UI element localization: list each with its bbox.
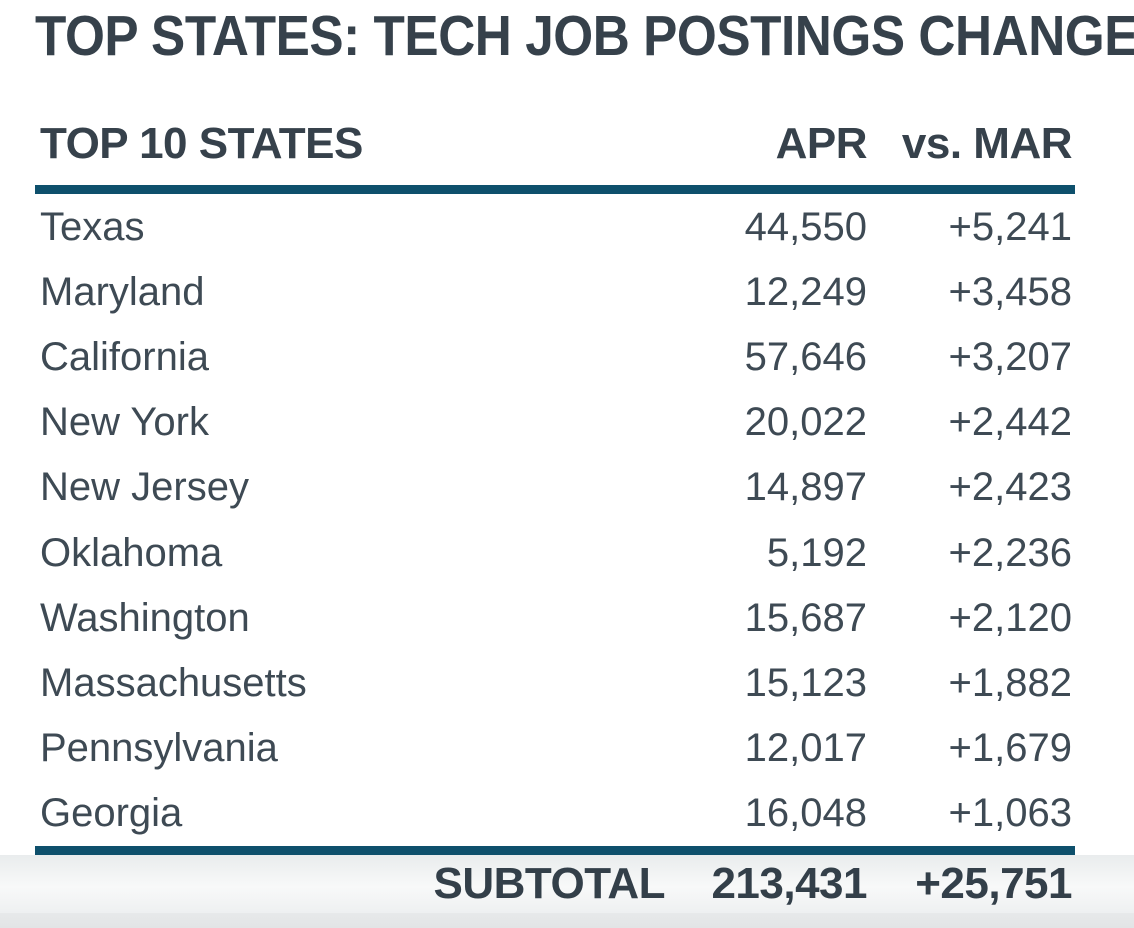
page-title: TOP STATES: TECH JOB POSTINGS CHANGE xyxy=(35,4,1134,68)
subtotal-label: SUBTOTAL xyxy=(433,858,666,908)
table-row: California 57,646 +3,207 xyxy=(40,324,1072,389)
state-name: California xyxy=(40,334,209,379)
table-row: New York 20,022 +2,442 xyxy=(40,390,1072,455)
table-row: Texas 44,550 +5,241 xyxy=(40,194,1072,259)
table-row: Oklahoma 5,192 +2,236 xyxy=(40,520,1072,585)
state-name: Oklahoma xyxy=(40,530,223,575)
apr-value: 12,249 xyxy=(744,269,867,314)
state-name: Pennsylvania xyxy=(40,726,278,771)
vs-mar-value: +1,679 xyxy=(948,726,1072,771)
vs-mar-value: +5,241 xyxy=(948,204,1072,249)
apr-value: 5,192 xyxy=(766,530,867,575)
apr-value: 20,022 xyxy=(744,400,867,445)
apr-value: 15,687 xyxy=(744,595,867,640)
state-name: Maryland xyxy=(40,269,205,314)
table-row: Washington 15,687 +2,120 xyxy=(40,585,1072,650)
apr-value: 44,550 xyxy=(744,204,867,249)
divider-top-rule xyxy=(35,185,1075,194)
vs-mar-value: +2,423 xyxy=(948,465,1072,510)
column-header-states: TOP 10 STATES xyxy=(40,119,363,168)
state-name: Washington xyxy=(40,595,250,640)
subtotal-row: SUBTOTAL 213,431 +25,751 xyxy=(0,854,1134,913)
apr-value: 57,646 xyxy=(744,334,867,379)
bottom-shadow-band xyxy=(0,912,1134,928)
vs-mar-value: +1,063 xyxy=(948,791,1072,836)
apr-value: 15,123 xyxy=(744,660,867,705)
apr-value: 16,048 xyxy=(744,791,867,836)
subtotal-vs-mar-value: +25,751 xyxy=(915,858,1072,908)
table-row: New Jersey 14,897 +2,423 xyxy=(40,455,1072,520)
state-name: New York xyxy=(40,400,209,445)
state-name: New Jersey xyxy=(40,465,249,510)
state-name: Texas xyxy=(40,204,145,249)
table-row: Maryland 12,249 +3,458 xyxy=(40,259,1072,324)
vs-mar-value: +3,207 xyxy=(948,334,1072,379)
apr-value: 12,017 xyxy=(744,726,867,771)
vs-mar-value: +2,442 xyxy=(948,400,1072,445)
table-row: Pennsylvania 12,017 +1,679 xyxy=(40,716,1072,781)
column-header-apr: APR xyxy=(775,119,868,168)
vs-mar-value: +2,120 xyxy=(948,595,1072,640)
table-body: Texas 44,550 +5,241 Maryland 12,249 +3,4… xyxy=(40,194,1072,846)
apr-value: 14,897 xyxy=(744,465,867,510)
table-header: TOP 10 STATES APR vs. MAR xyxy=(40,65,1073,168)
column-header-vs-mar: vs. MAR xyxy=(901,119,1073,168)
vs-mar-value: +1,882 xyxy=(948,660,1072,705)
state-name: Georgia xyxy=(40,791,183,836)
divider-bottom-rule xyxy=(35,845,1075,855)
vs-mar-value: +2,236 xyxy=(948,530,1072,575)
table-row: Massachusetts 15,123 +1,882 xyxy=(40,650,1072,715)
table-row: Georgia 16,048 +1,063 xyxy=(40,781,1072,846)
subtotal-apr-value: 213,431 xyxy=(711,858,867,908)
state-name: Massachusetts xyxy=(40,660,307,705)
vs-mar-value: +3,458 xyxy=(948,269,1072,314)
